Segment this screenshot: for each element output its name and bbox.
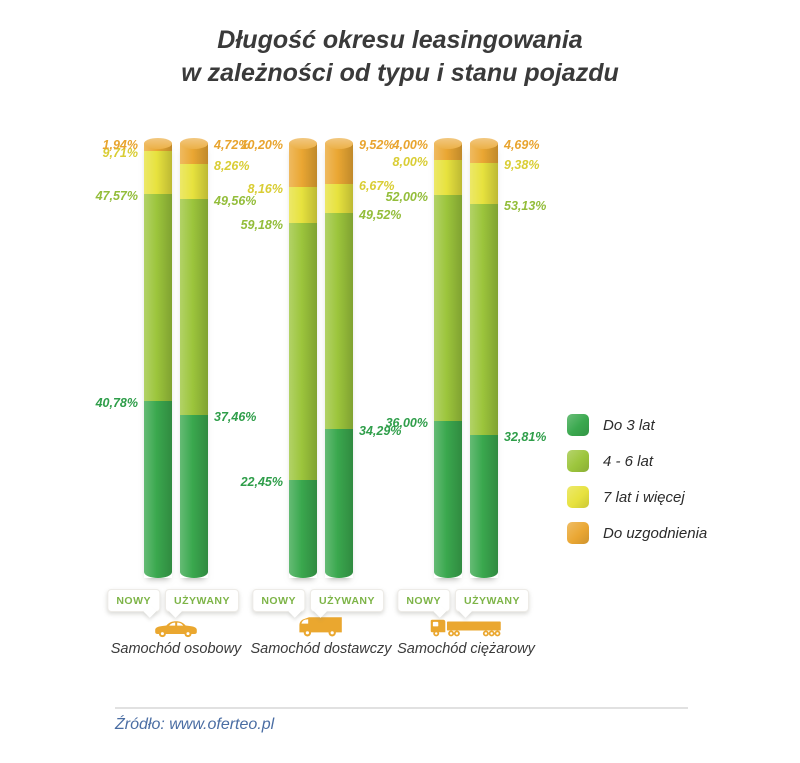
bar-segment [470, 204, 498, 436]
legend-item: Do 3 lat [567, 414, 707, 436]
tag-uzywany: UŻYWANY [165, 589, 239, 618]
stacked-bar [434, 138, 462, 578]
percent-label: 52,00% [385, 190, 428, 205]
percent-label: 6,67% [359, 179, 395, 194]
page-title-line1: Długość okresu leasingowania [217, 26, 583, 54]
bar-segment [144, 151, 172, 194]
bar-segment [180, 415, 208, 578]
bar-segment [144, 400, 172, 578]
percent-label: 9,52% [359, 138, 395, 152]
percent-label: 37,46% [214, 410, 257, 425]
bar-segment [289, 222, 317, 481]
bar-segment [434, 195, 462, 422]
tag-nowy: NOWY [107, 589, 160, 618]
stacked-bar [289, 138, 317, 578]
van-icon [295, 614, 347, 638]
page-title-line2: w zależności od typu i stanu pojazdu [181, 59, 619, 87]
percent-label: 10,20% [240, 138, 283, 153]
truck-icon [429, 614, 503, 638]
legend-swatch [567, 486, 589, 508]
bar-segment [289, 480, 317, 578]
percent-label: 8,26% [214, 158, 250, 173]
bar-segment [434, 160, 462, 196]
bar-segment [325, 143, 353, 185]
bar-segment [325, 184, 353, 214]
percent-label: 49,52% [359, 208, 402, 223]
legend-item: 7 lat i więcej [567, 486, 707, 508]
stacked-bar [470, 138, 498, 578]
percent-label: 47,57% [95, 188, 138, 203]
percent-label: 9,71% [102, 146, 138, 161]
percent-label: 59,18% [240, 217, 283, 232]
vehicle-category-label: Samochód osobowy [110, 641, 242, 657]
legend-item: 4 - 6 lat [567, 450, 707, 472]
percent-label: 36,00% [385, 416, 428, 431]
bar-segment [289, 187, 317, 223]
percent-label: 4,72% [214, 138, 250, 152]
source-divider [115, 707, 688, 709]
legend-swatch [567, 414, 589, 436]
legend: Do 3 lat 4 - 6 lat 7 lat i więcej Do uzgodn… [567, 414, 707, 558]
tag-nowy: NOWY [252, 589, 305, 618]
tag-nowy: NOWY [397, 589, 450, 618]
vehicle-category-label: Samochód ciężarowy [397, 641, 535, 657]
legend-swatch [567, 450, 589, 472]
bar-segment [144, 193, 172, 401]
bar-cap [325, 138, 353, 149]
percent-label: 32,81% [504, 430, 547, 445]
percent-label: 4,00% [392, 138, 428, 152]
percent-label: 34,29% [359, 423, 402, 438]
bar-cap [470, 138, 498, 149]
page-title: Długość okresu leasingowania w zależnośc… [0, 24, 800, 90]
bar-segment [325, 213, 353, 429]
legend-label: 7 lat i więcej [603, 488, 685, 506]
percent-label: 9,38% [504, 158, 540, 173]
bar-cap [180, 138, 208, 149]
bar-segment [180, 199, 208, 416]
legend-label: Do uzgodnienia [603, 524, 708, 542]
car-icon [150, 618, 202, 638]
bar-segment [470, 435, 498, 578]
legend-item: Do uzgodnienia [567, 522, 707, 544]
bar-segment [434, 421, 462, 578]
bar-segment [180, 163, 208, 200]
bar-cap [144, 138, 172, 149]
stacked-bar [325, 138, 353, 578]
legend-label: 4 - 6 lat [603, 452, 654, 470]
tag-pointer [143, 605, 156, 618]
bar-segment [470, 163, 498, 205]
tag-pointer [169, 605, 182, 618]
percent-label: 22,45% [240, 475, 283, 490]
tag-uzywany: UŻYWANY [455, 589, 529, 618]
percent-label: 8,00% [392, 155, 428, 170]
stacked-bar [144, 138, 172, 578]
percent-label: 49,56% [214, 194, 257, 209]
legend-swatch [567, 522, 589, 544]
source-text: Źródło: www.oferteo.pl [115, 716, 275, 733]
bar-cap [434, 138, 462, 149]
stacked-bar [180, 138, 208, 578]
tag-uzywany: UŻYWANY [310, 589, 384, 618]
percent-label: 8,16% [247, 182, 283, 197]
legend-label: Do 3 lat [603, 416, 655, 434]
bar-cap [289, 138, 317, 149]
vehicle-category-label: Samochód dostawczy [250, 641, 392, 657]
bar-segment [289, 143, 317, 188]
percent-label: 1,94% [102, 138, 138, 152]
percent-label: 53,13% [504, 199, 547, 214]
bar-segment [325, 428, 353, 578]
percent-label: 40,78% [95, 395, 138, 410]
percent-label: 4,69% [504, 137, 540, 152]
